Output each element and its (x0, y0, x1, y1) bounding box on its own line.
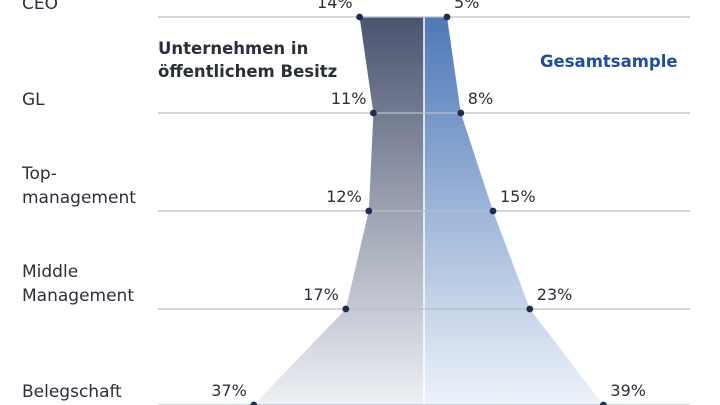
level-label: Top-management (21, 164, 136, 208)
data-point-left (356, 13, 363, 21)
level-label: GL (22, 90, 45, 110)
series-name-left: Unternehmen in öffentlichem Besitz (158, 39, 337, 81)
value-label-left: 14% (317, 0, 353, 12)
level-label: Middle Management (22, 262, 134, 306)
area-left-series (253, 17, 424, 405)
data-point-right (600, 401, 607, 405)
value-label-left: 11% (331, 89, 367, 108)
data-point-left (365, 207, 373, 215)
data-point-right (489, 207, 497, 215)
area-right-series (424, 17, 604, 405)
value-label-right: 15% (500, 187, 536, 206)
data-point-left (342, 305, 350, 313)
data-point-left (370, 109, 377, 117)
data-point-right (457, 109, 465, 117)
series-name-right: Gesamtsample (540, 52, 678, 71)
data-point-right (443, 13, 451, 21)
value-label-right: 39% (610, 381, 646, 400)
value-label-left: 17% (303, 285, 339, 304)
level-label: Belegschaft (22, 382, 122, 402)
value-label-right: 8% (468, 89, 493, 108)
level-label: CEO (22, 0, 58, 14)
value-label-right: 5% (454, 0, 479, 12)
value-label-left: 12% (326, 187, 362, 206)
data-point-left (250, 401, 258, 405)
value-label-left: 37% (211, 381, 247, 400)
value-label-right: 23% (537, 285, 573, 304)
data-point-right (526, 305, 534, 313)
